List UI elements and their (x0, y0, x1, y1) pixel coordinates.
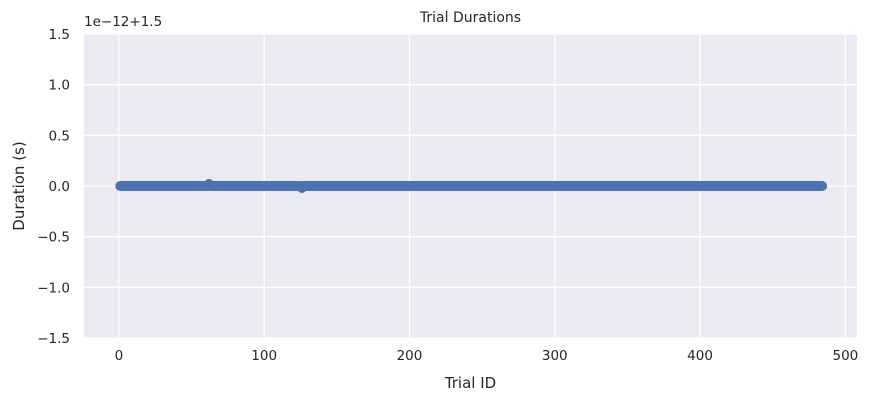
y-tick-label: 0.5 (49, 128, 70, 144)
x-tick-label: 500 (832, 348, 858, 364)
y-tick-label: 0.0 (49, 179, 70, 195)
x-tick-label: 400 (687, 348, 713, 364)
y-tick-label: −1.0 (37, 280, 70, 296)
x-tick-label: 100 (251, 348, 277, 364)
y-tick-label: 1.5 (49, 27, 70, 43)
data-point (817, 181, 828, 191)
y-axis-offset-label: 1e−12+1.5 (84, 14, 162, 30)
y-tick-label: 1.0 (49, 78, 70, 94)
tick-labels: 0 100 200 300 400 500 −1.5 −1.0 −0.5 0.0 0.5 1.0 1.5 (37, 27, 858, 364)
chart-title: Trial Durations (419, 10, 521, 26)
data-points (115, 178, 828, 194)
y-tick-label: −1.5 (37, 331, 70, 347)
x-tick-label: 0 (115, 348, 124, 364)
x-tick-label: 200 (397, 348, 423, 364)
y-axis-label: Duration (s) (10, 141, 28, 230)
x-tick-label: 300 (542, 348, 568, 364)
x-axis-label: Trial ID (444, 374, 496, 392)
y-tick-label: −0.5 (37, 230, 70, 246)
